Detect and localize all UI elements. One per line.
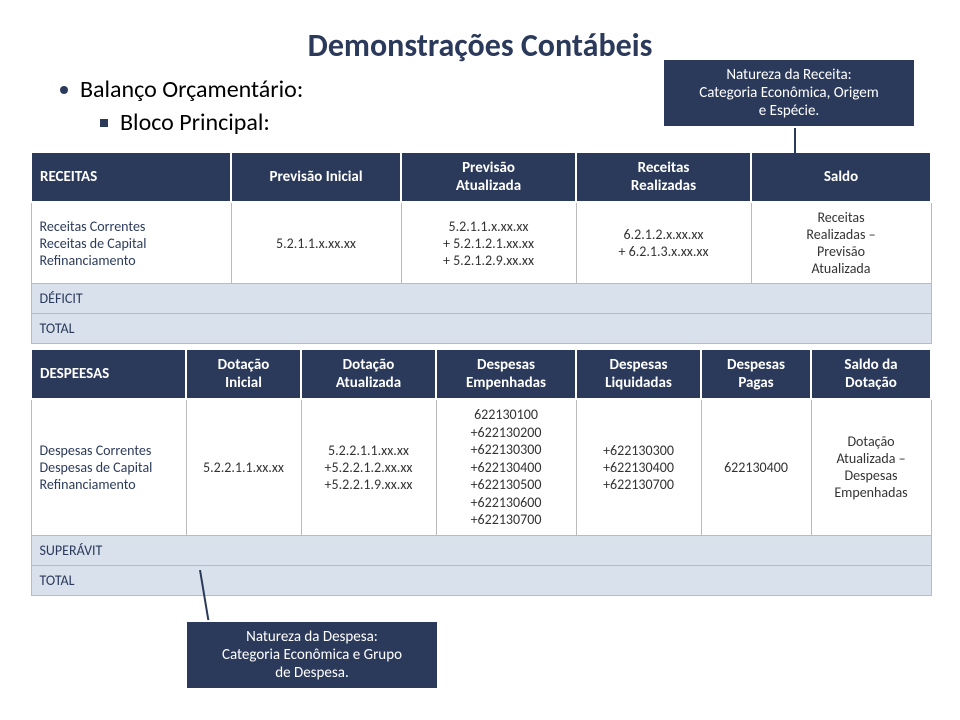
cell2-r1-c7: Dotação Atualizada – Despesas Empenhadas: [811, 399, 931, 535]
cell-r1-c3: 5.2.1.1.x.xx.xx + 5.2.1.2.1.xx.xx + 5.2.…: [401, 202, 576, 284]
cell-r1-c5: Receitas Realizadas – Previsão Atualizad…: [751, 202, 931, 284]
callout-despesa-text: Natureza da Despesa: Categoria Econômica…: [197, 628, 427, 682]
table-row: Receitas Correntes Receitas de Capital R…: [31, 202, 931, 284]
row-total-1: TOTAL: [31, 314, 931, 344]
th-rec-realizadas: Receitas Realizadas: [576, 152, 751, 202]
callout-natureza-despesa: Natureza da Despesa: Categoria Econômica…: [185, 620, 439, 690]
bullet-2-text: Bloco Principal:: [120, 108, 270, 137]
cell2-r1-c5: +622130300 +622130400 +622130700: [576, 399, 701, 535]
table-despesas: DESPEESAS Dotação Inicial Dotação Atuali…: [30, 348, 932, 596]
slide: Demonstrações Contábeis Balanço Orçament…: [0, 0, 960, 720]
table-despesas-header: DESPEESAS Dotação Inicial Dotação Atuali…: [31, 349, 931, 399]
callout-receita-text: Natureza da Receita: Categoria Econômica…: [674, 66, 904, 120]
cell2-r1-c2: 5.2.2.1.1.xx.xx: [186, 399, 301, 535]
cell2-r1-c3: 5.2.2.1.1.xx.xx +5.2.2.1.2.xx.xx +5.2.2.…: [301, 399, 436, 535]
th-prev-atual: Previsão Atualizada: [401, 152, 576, 202]
row-total-2: TOTAL: [31, 565, 931, 595]
cell2-r1-c6: 622130400: [701, 399, 811, 535]
th2-liq: Despesas Liquidadas: [576, 349, 701, 399]
cell2-r1-label: Despesas Correntes Despesas de Capital R…: [31, 399, 186, 535]
bullet-1-text: Balanço Orçamentário:: [80, 75, 303, 104]
th-receitas: RECEITAS: [31, 152, 231, 202]
bullet-square-icon: [100, 119, 108, 127]
cell2-r1-c4: 622130100 +622130200 +622130300 +6221304…: [436, 399, 576, 535]
th2-pagas: Despesas Pagas: [701, 349, 811, 399]
th2-emp: Despesas Empenhadas: [436, 349, 576, 399]
th2-dot-inicial: Dotação Inicial: [186, 349, 301, 399]
cell-total-2: TOTAL: [31, 565, 931, 595]
callout-receita-connector-icon: [775, 120, 815, 180]
row-superavit: SUPERÁVIT: [31, 535, 931, 565]
cell-total-1: TOTAL: [31, 314, 931, 344]
cell-deficit: DÉFICIT: [31, 284, 931, 314]
th-prev-inicial: Previsão Inicial: [231, 152, 401, 202]
th2-despesas: DESPEESAS: [31, 349, 186, 399]
table-row: Despesas Correntes Despesas de Capital R…: [31, 399, 931, 535]
callout-natureza-receita: Natureza da Receita: Categoria Econômica…: [662, 58, 916, 128]
row-deficit: DÉFICIT: [31, 284, 931, 314]
cell-r1-c4: 6.2.1.2.x.xx.xx + 6.2.1.3.x.xx.xx: [576, 202, 751, 284]
th2-dot-atual: Dotação Atualizada: [301, 349, 436, 399]
cell-r1-label: Receitas Correntes Receitas de Capital R…: [31, 202, 231, 284]
th2-saldo: Saldo da Dotação: [811, 349, 931, 399]
bullet-dot-icon: [60, 86, 68, 94]
cell-r1-c2: 5.2.1.1.x.xx.xx: [231, 202, 401, 284]
cell-superavit: SUPERÁVIT: [31, 535, 931, 565]
